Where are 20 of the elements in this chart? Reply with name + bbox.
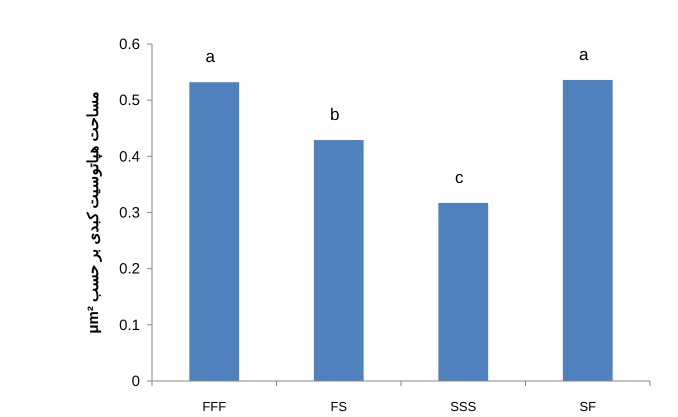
x-tick-label: SF [579,399,596,414]
x-tick-label: FS [330,399,348,414]
y-tick-label: 0.6 [119,36,140,53]
annotation: b [330,105,340,124]
y-tick-label: 0.3 [119,204,140,222]
bar [562,80,613,381]
bar [438,202,488,381]
y-tick-label: 0.5 [119,92,140,110]
bar [314,140,364,381]
annotation: a [579,44,590,64]
y-tick-label: 0.4 [119,148,140,166]
annotation: a [206,47,216,66]
x-tick-label: FFF [202,399,226,414]
x-tick-label: SSS [450,399,477,414]
y-tick-label: 0 [132,373,140,390]
y-tick-label: 0.2 [119,260,140,278]
bar [189,82,240,381]
y-tick-label: 0.1 [119,316,140,334]
y-axis-title: مساحت هپاتوسیت کبدی بر حسب μm² [85,91,103,334]
annotation: c [455,168,464,187]
